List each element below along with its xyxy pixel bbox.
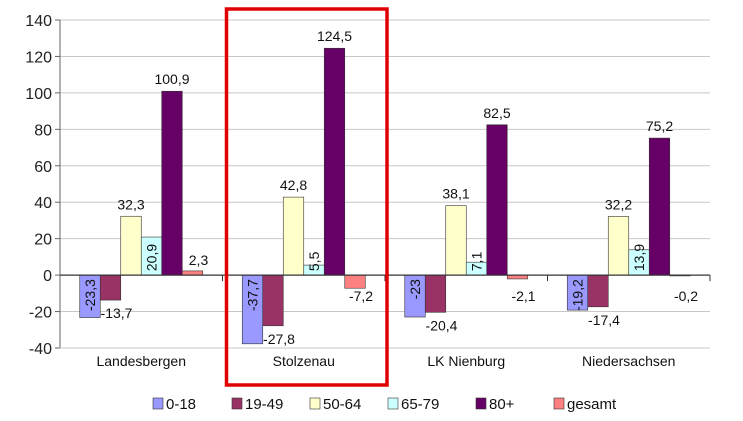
highlight-box	[224, 7, 389, 387]
category-label: Niedersachsen	[582, 353, 675, 369]
bar-19-49	[587, 274, 609, 308]
legend-label: 19-49	[245, 396, 283, 413]
bar-19-49	[99, 274, 122, 301]
legend-swatch	[152, 397, 164, 410]
legend-swatch	[553, 397, 565, 410]
legend-label: 0-18	[166, 396, 196, 413]
bars	[79, 47, 691, 345]
y-tick-label: 80	[34, 122, 52, 139]
legend-swatch	[387, 397, 399, 410]
bar-19-49	[262, 274, 284, 327]
bar-19-49	[424, 274, 447, 313]
bar-80+	[161, 90, 183, 276]
data-label: 13,9	[631, 244, 647, 271]
category-label: Stolzenau	[273, 353, 335, 369]
bar-50-64	[445, 205, 467, 276]
data-label: -23	[407, 279, 423, 299]
y-tick-label: 20	[34, 232, 52, 249]
y-axis: 140 120 100 80 60 40 20 0 -20 -40	[25, 13, 60, 358]
data-label: 20,9	[144, 244, 160, 271]
gridlines	[60, 19, 710, 349]
data-label: 2,3	[189, 252, 209, 268]
data-label: 82,5	[483, 105, 510, 121]
bar-50-64	[607, 216, 630, 276]
legend-label: 80+	[489, 396, 515, 413]
bar-80+	[486, 124, 508, 276]
legend: 0-18 19-49 50-64 65-79 80+ gesamt	[152, 396, 617, 413]
data-label: -37,7	[245, 279, 261, 311]
data-label: 100,9	[154, 71, 189, 87]
bar-gesamt	[344, 274, 366, 289]
data-label: -0,2	[674, 288, 698, 304]
legend-swatch	[309, 397, 321, 410]
bar-80+	[323, 47, 346, 276]
data-labels: -23,3-13,7 32,3 20,9 100,9 2,3 -37,7 -27,8 42,8…	[82, 28, 698, 347]
bar-80+	[648, 137, 671, 276]
data-label: -13,7	[101, 305, 133, 321]
data-label: -2,1	[511, 288, 535, 304]
bar-gesamt	[181, 270, 204, 276]
data-label: 75,2	[646, 118, 673, 134]
legend-swatch	[231, 397, 243, 410]
data-label: 38,1	[442, 186, 469, 202]
y-tick-label: 100	[25, 86, 52, 103]
y-tick-label: 0	[43, 268, 52, 285]
y-tick-label: 140	[25, 13, 52, 30]
y-tick-label: 120	[25, 49, 52, 66]
legend-swatch	[475, 397, 487, 410]
bar-50-64	[120, 215, 142, 276]
data-label: -17,4	[588, 312, 620, 328]
data-label: -20,4	[426, 317, 458, 333]
plot-frame	[59, 7, 711, 387]
category-label: Landesbergen	[96, 353, 186, 369]
data-label: 7,1	[469, 251, 485, 271]
category-label: LK Nienburg	[427, 353, 505, 369]
y-tick-label: -40	[29, 341, 52, 358]
category-labels: Landesbergen Stolzenau LK Nienburg Niedersa…	[96, 353, 675, 369]
legend-label: 65-79	[401, 396, 439, 413]
y-tick-label: 60	[34, 159, 52, 176]
data-label: 5,5	[306, 251, 322, 271]
data-label: 124,5	[317, 28, 352, 44]
data-label: 32,3	[117, 196, 144, 212]
legend-label: gesamt	[567, 396, 617, 413]
data-label: -23,3	[82, 279, 98, 311]
data-label: -19,2	[570, 279, 586, 311]
y-tick-label: -20	[29, 305, 52, 322]
data-label: 32,2	[605, 196, 632, 212]
data-label: -27,8	[263, 331, 295, 347]
y-tick-label: 40	[34, 195, 52, 212]
bar-50-64	[282, 196, 305, 276]
data-label: 42,8	[280, 177, 307, 193]
legend-label: 50-64	[323, 396, 361, 413]
data-label: -7,2	[349, 288, 373, 304]
